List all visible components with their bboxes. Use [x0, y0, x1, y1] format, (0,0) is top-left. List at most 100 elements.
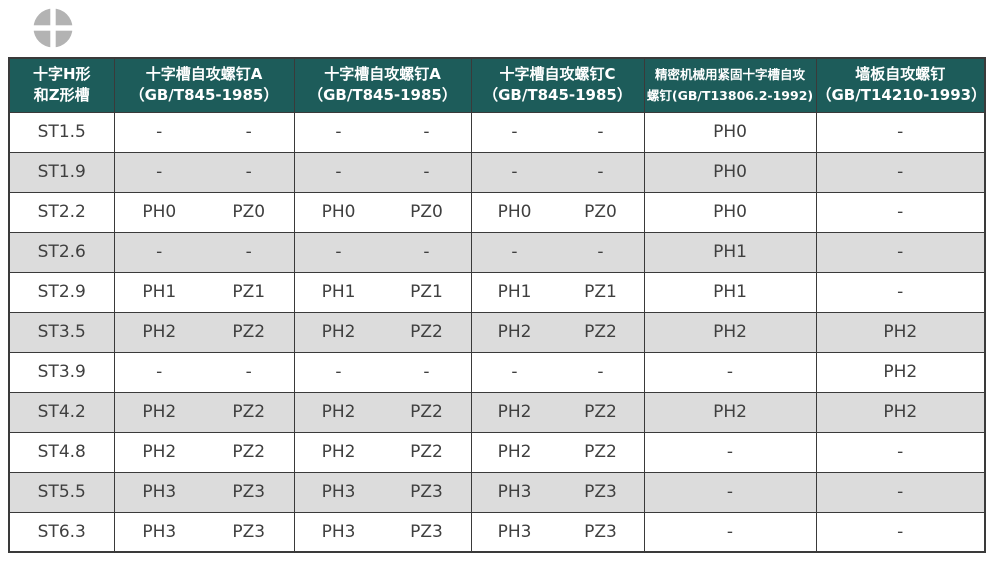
value-cell: --: [113, 111, 295, 153]
value-cell: PH0: [643, 191, 817, 233]
value-cell: PH1 PZ1: [470, 271, 645, 313]
recess-value: PZ2: [410, 322, 443, 342]
value-cell: -: [643, 471, 817, 513]
recess-value: -: [335, 242, 342, 262]
column-header-line: 精密机械用紧固十字槽自攻: [654, 67, 805, 82]
value-cell: PH2 PZ2: [293, 311, 472, 353]
recess-value: -: [511, 122, 518, 142]
recess-value: -: [423, 122, 430, 142]
recess-value: -: [245, 122, 252, 142]
recess-value: -: [245, 242, 252, 262]
value-cell: PH0 PZ0: [293, 191, 472, 233]
phillips-screw-head-graphic: [31, 6, 75, 50]
recess-value: PH2: [142, 442, 177, 462]
recess-value: -: [156, 162, 163, 182]
size-cell: ST4.8: [8, 431, 115, 473]
value-cell: PH2 PZ2: [113, 431, 295, 473]
recess-value: PH1: [497, 282, 532, 302]
column-header-line: 和Z形槽: [33, 86, 90, 105]
value-cell: PH2 PZ2: [470, 391, 645, 433]
recess-value: PH1: [321, 282, 356, 302]
recess-value: PZ0: [232, 202, 266, 222]
size-cell: ST1.9: [8, 151, 115, 193]
value-cell: PH2 PZ2: [293, 431, 472, 473]
value-cell: -: [815, 151, 986, 193]
value-cell: PH2: [815, 391, 986, 433]
value-cell: PH1 PZ1: [293, 271, 472, 313]
recess-value: PH0: [497, 202, 532, 222]
recess-value: -: [511, 162, 518, 182]
recess-value: PH2: [497, 322, 532, 342]
value-cell: -: [815, 431, 986, 473]
recess-value: PZ0: [584, 202, 617, 222]
recess-value: PH3: [321, 482, 356, 502]
recess-value: -: [597, 122, 604, 142]
recess-value: PZ3: [410, 482, 443, 502]
value-cell: PH2 PZ2: [113, 311, 295, 353]
column-header-line: 十字槽自攻螺钉A: [145, 64, 263, 83]
value-cell: --: [470, 351, 645, 393]
column-header-line: 十字槽自攻螺钉A: [324, 64, 441, 83]
recess-value: -: [335, 362, 342, 382]
recess-value: -: [597, 162, 604, 182]
value-cell: -: [815, 191, 986, 233]
recess-value: PH3: [142, 521, 177, 542]
value-cell: PH3 PZ3: [470, 471, 645, 513]
table-row-ST2.2: ST2.2 PH0 PZ0 PH0 PZ0 PH0 PZ0 PH0-: [8, 191, 986, 233]
value-cell: -: [643, 511, 817, 553]
value-cell: PH2: [643, 391, 817, 433]
value-cell: -: [815, 231, 986, 273]
value-cell: -: [643, 431, 817, 473]
recess-value: PZ3: [232, 521, 266, 542]
recess-value: -: [335, 122, 342, 142]
recess-value: PH2: [142, 402, 177, 422]
recess-value: PZ1: [232, 282, 266, 302]
recess-value: PZ3: [584, 482, 617, 502]
size-cell: ST4.2: [8, 391, 115, 433]
value-cell: --: [113, 151, 295, 193]
size-cell: ST3.5: [8, 311, 115, 353]
table-row-ST1.9: ST1.9- - - - - - PH0-: [8, 151, 986, 193]
recess-value: PZ3: [410, 521, 443, 542]
value-cell: -: [815, 111, 986, 153]
recess-value: PZ1: [410, 282, 443, 302]
recess-value: PZ2: [410, 402, 443, 422]
recess-value: PZ3: [584, 521, 617, 542]
value-cell: PH2: [643, 311, 817, 353]
value-cell: --: [470, 111, 645, 153]
value-cell: --: [293, 151, 472, 193]
size-cell: ST1.5: [8, 111, 115, 153]
table-row-ST5.5: ST5.5 PH3 PZ3 PH3 PZ3 PH3 PZ3 - -: [8, 471, 986, 513]
value-cell: PH0 PZ0: [113, 191, 295, 233]
recess-value: PZ2: [584, 322, 617, 342]
phillips-screw-head-icon: [31, 6, 75, 50]
table-row-ST6.3: ST6.3 PH3 PZ3 PH3 PZ3 PH3 PZ3 - -: [8, 511, 986, 553]
value-cell: -: [643, 351, 817, 393]
table-row-ST2.6: ST2.6- - - - - - PH1-: [8, 231, 986, 273]
column-header-1: 十字H形和Z形槽: [8, 57, 115, 113]
size-cell: ST5.5: [8, 471, 115, 513]
recess-value: PZ1: [584, 282, 617, 302]
value-cell: PH1: [643, 231, 817, 273]
recess-value: -: [335, 162, 342, 182]
value-cell: PH0: [643, 111, 817, 153]
value-cell: -: [815, 511, 986, 553]
value-cell: PH3 PZ3: [113, 511, 295, 553]
table-header: 十字H形 和Z形槽 十字槽自攻螺钉A （GB/T845-1985） 十字槽自攻螺钉A （G…: [8, 57, 987, 113]
value-cell: --: [293, 231, 472, 273]
recess-value: PH0: [321, 202, 356, 222]
column-header-line: 十字H形: [32, 64, 91, 83]
column-header-2: 十字槽自攻螺钉A （GB/T845-1985）: [113, 57, 295, 113]
value-cell: --: [293, 351, 472, 393]
recess-value: -: [156, 122, 163, 142]
recess-value: PH3: [497, 521, 532, 542]
column-header-5: 精密机械用紧固十字槽自攻 螺钉(GB/T13806.2-1992): [643, 57, 817, 113]
recess-value: -: [511, 362, 518, 382]
value-cell: PH1 PZ1: [113, 271, 295, 313]
column-header-line: 螺钉(GB/T13806.2-1992): [646, 88, 814, 104]
recess-value: -: [423, 242, 430, 262]
table-row-ST2.9: ST2.9 PH1 PZ1 PH1 PZ1 PH1 PZ1 PH1-: [8, 271, 986, 313]
recess-value: -: [245, 362, 252, 382]
size-cell: ST2.2: [8, 191, 115, 233]
column-header-line: （GB/T14210-1993）: [816, 86, 987, 105]
